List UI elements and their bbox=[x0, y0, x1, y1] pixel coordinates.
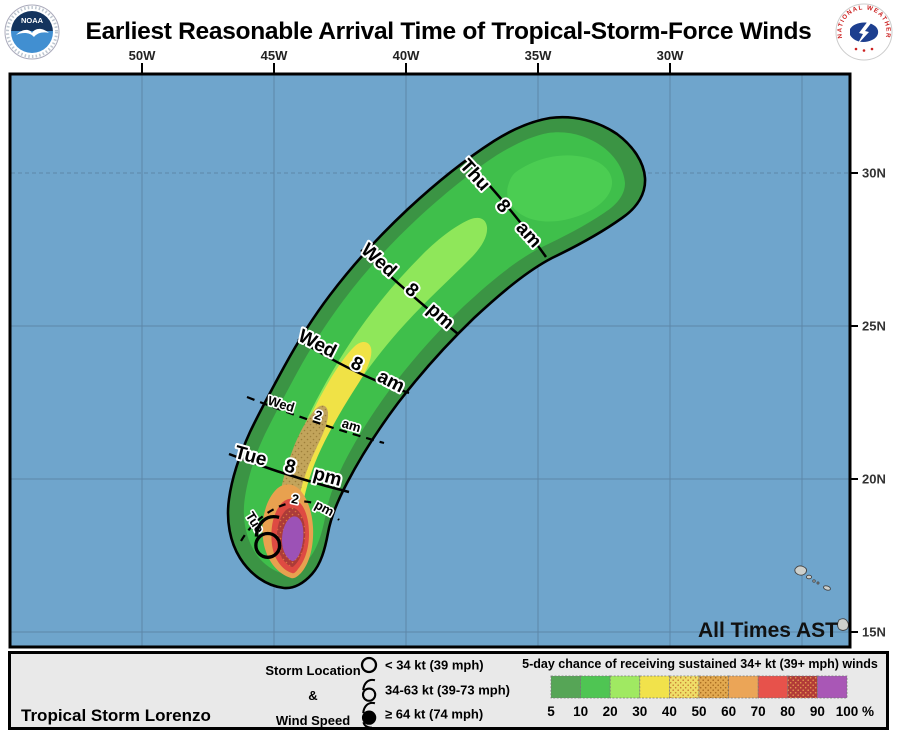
swath-band-20pct bbox=[283, 217, 488, 549]
tropical-storm-symbol-icon bbox=[254, 515, 282, 559]
wind-speed-label-1: < 34 kt (39 mph) bbox=[385, 658, 484, 673]
lon-tick-45w: 45W bbox=[261, 48, 288, 63]
line-wed-2am bbox=[246, 395, 385, 445]
symbol-legend-line1: Storm Location bbox=[265, 663, 361, 678]
colorbar-segment bbox=[757, 675, 789, 699]
tropical-storm-icon bbox=[361, 678, 377, 702]
arrival-time-lines bbox=[228, 160, 548, 542]
colorbar-ticks: 5 10 20 30 40 50 60 70 80 90 100 % bbox=[547, 704, 874, 719]
latitude-axis: 30N 25N 20N 15N bbox=[851, 166, 886, 640]
line-tue-8pm bbox=[228, 452, 350, 494]
noaa-logo-text: NOAA bbox=[21, 16, 44, 25]
cb-tick-40: 40 bbox=[662, 704, 677, 719]
all-times-note: All Times AST bbox=[698, 619, 838, 642]
cb-tick-10: 10 bbox=[573, 704, 588, 719]
colorbar-segment bbox=[816, 675, 848, 699]
islands bbox=[794, 565, 849, 631]
wind-arrival-swath bbox=[226, 116, 647, 590]
lat-tick-20n: 20N bbox=[862, 472, 886, 487]
cb-tick-20: 20 bbox=[603, 704, 618, 719]
nws-logo-icon: NATIONAL WEATHER SERVICE bbox=[834, 2, 893, 61]
line-wed-8pm bbox=[360, 249, 459, 335]
cb-tick-100: 100 bbox=[836, 704, 859, 719]
swath-band-90pct bbox=[282, 516, 304, 561]
cb-unit: % bbox=[862, 704, 874, 719]
storm-name: Tropical Storm Lorenzo bbox=[21, 706, 211, 725]
cb-tick-80: 80 bbox=[780, 704, 795, 719]
lat-tick-25n: 25N bbox=[862, 319, 886, 334]
symbol-legend-header: Storm Location & Wind Speed bbox=[254, 658, 372, 733]
line-thu-8am bbox=[466, 160, 548, 258]
colorbar-segment bbox=[639, 675, 670, 699]
stipple-overlay bbox=[669, 676, 699, 698]
open-circle-icon bbox=[360, 656, 378, 674]
swath-band-30pct bbox=[287, 342, 372, 532]
storm-info-block: Tropical Storm Lorenzo Tue. Oct. 14, 202… bbox=[21, 656, 258, 736]
line-tue-2pm bbox=[240, 500, 340, 542]
colorbar-segment bbox=[550, 675, 582, 699]
swath-band-10pct bbox=[243, 132, 625, 575]
wind-speed-label-2: 34-63 kt (39-73 mph) bbox=[385, 683, 510, 698]
cb-tick-90: 90 bbox=[810, 704, 825, 719]
colorbar-segment bbox=[609, 675, 641, 699]
colorbar-segment bbox=[580, 675, 611, 699]
noaa-logo-icon: NOAA bbox=[4, 4, 60, 60]
cb-tick-50: 50 bbox=[691, 704, 706, 719]
stipple-overlay bbox=[699, 676, 729, 698]
cb-tick-5: 5 bbox=[547, 704, 555, 719]
line-wed-8am bbox=[297, 337, 410, 395]
cb-tick-30: 30 bbox=[632, 704, 647, 719]
lat-tick-15n: 15N bbox=[862, 625, 886, 640]
lon-tick-40w: 40W bbox=[393, 48, 420, 63]
legend-box: Tropical Storm Lorenzo Tue. Oct. 14, 202… bbox=[8, 651, 889, 730]
probability-colorbar: 5 10 20 30 40 50 60 70 80 90 100 % bbox=[547, 675, 874, 719]
symbol-legend-line2: & bbox=[308, 688, 318, 703]
page-title: Earliest Reasonable Arrival Time of Trop… bbox=[85, 18, 812, 45]
cb-tick-60: 60 bbox=[721, 704, 736, 719]
lon-tick-50w: 50W bbox=[129, 48, 156, 63]
colorbar-segment bbox=[728, 675, 759, 699]
map-border bbox=[8, 72, 852, 649]
lon-tick-30w: 30W bbox=[657, 48, 684, 63]
stipple-overlay bbox=[787, 676, 818, 698]
wind-speed-symbol-legend: < 34 kt (39 mph) 34-63 kt (39-73 mph) ≥ … bbox=[360, 656, 510, 729]
swath-cap-patch bbox=[507, 155, 613, 222]
lon-tick-35w: 35W bbox=[525, 48, 552, 63]
lat-tick-30n: 30N bbox=[862, 166, 886, 181]
symbol-legend-line3: Wind Speed bbox=[275, 713, 351, 728]
wind-speed-label-3: ≥ 64 kt (74 mph) bbox=[385, 707, 483, 722]
longitude-axis: 50W 45W 40W 35W 30W bbox=[129, 48, 684, 73]
hurricane-icon bbox=[361, 701, 377, 729]
colorbar-title: 5-day chance of receiving sustained 34+ … bbox=[522, 657, 878, 671]
cb-tick-70: 70 bbox=[751, 704, 766, 719]
